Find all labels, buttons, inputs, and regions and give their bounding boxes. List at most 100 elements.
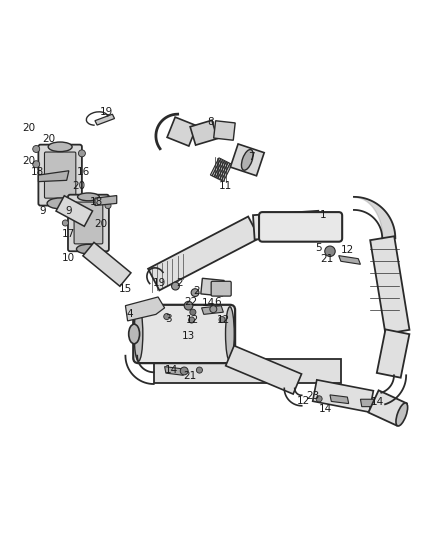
Polygon shape xyxy=(212,159,223,177)
Text: 20: 20 xyxy=(94,219,107,229)
Text: 14: 14 xyxy=(165,365,178,375)
Text: 2: 2 xyxy=(193,286,200,296)
Text: 13: 13 xyxy=(182,331,195,341)
Ellipse shape xyxy=(134,307,143,361)
Ellipse shape xyxy=(78,193,99,201)
Text: 12: 12 xyxy=(186,314,200,325)
Text: 21: 21 xyxy=(320,254,334,264)
Polygon shape xyxy=(165,367,184,375)
Circle shape xyxy=(33,146,40,152)
Ellipse shape xyxy=(396,403,408,426)
Text: 9: 9 xyxy=(66,206,72,216)
Text: 18: 18 xyxy=(90,197,103,207)
Polygon shape xyxy=(330,395,349,403)
Text: 4: 4 xyxy=(127,309,133,319)
Polygon shape xyxy=(148,216,259,290)
Text: 10: 10 xyxy=(62,253,75,263)
Text: 19: 19 xyxy=(152,278,166,288)
Circle shape xyxy=(196,367,202,373)
Text: 18: 18 xyxy=(31,167,44,176)
Text: 2: 2 xyxy=(177,278,183,288)
Polygon shape xyxy=(377,329,410,378)
Text: 11: 11 xyxy=(219,181,232,191)
FancyBboxPatch shape xyxy=(39,144,82,206)
Polygon shape xyxy=(368,390,407,425)
Text: 20: 20 xyxy=(42,134,56,144)
Ellipse shape xyxy=(48,142,72,151)
Polygon shape xyxy=(201,305,223,314)
Circle shape xyxy=(184,301,193,310)
FancyBboxPatch shape xyxy=(211,281,231,296)
Text: 6: 6 xyxy=(214,297,221,307)
Polygon shape xyxy=(214,121,235,140)
Text: 14: 14 xyxy=(201,298,215,309)
Text: 20: 20 xyxy=(22,123,35,133)
Circle shape xyxy=(191,289,199,296)
Ellipse shape xyxy=(47,198,73,209)
Text: 7: 7 xyxy=(248,152,255,162)
Polygon shape xyxy=(95,196,117,206)
Polygon shape xyxy=(154,359,341,383)
Polygon shape xyxy=(360,399,379,407)
Ellipse shape xyxy=(77,244,100,254)
Circle shape xyxy=(325,246,335,256)
Polygon shape xyxy=(370,236,410,334)
Circle shape xyxy=(105,203,111,208)
Ellipse shape xyxy=(226,307,234,361)
Text: 8: 8 xyxy=(207,117,214,127)
FancyBboxPatch shape xyxy=(133,305,235,363)
Circle shape xyxy=(370,399,378,407)
Text: 23: 23 xyxy=(306,391,319,401)
Polygon shape xyxy=(56,196,92,227)
Circle shape xyxy=(190,309,196,315)
Circle shape xyxy=(210,305,217,313)
Text: 5: 5 xyxy=(315,243,321,253)
FancyBboxPatch shape xyxy=(45,152,76,198)
Circle shape xyxy=(180,367,188,375)
Text: 1: 1 xyxy=(320,210,327,220)
Circle shape xyxy=(172,282,180,290)
Text: 12: 12 xyxy=(297,395,311,406)
Polygon shape xyxy=(253,211,320,239)
Text: 3: 3 xyxy=(166,314,172,324)
Polygon shape xyxy=(210,158,221,176)
Polygon shape xyxy=(230,144,264,176)
FancyBboxPatch shape xyxy=(259,212,342,241)
Text: 22: 22 xyxy=(184,297,198,307)
Circle shape xyxy=(62,200,68,206)
Text: 9: 9 xyxy=(39,206,46,216)
Polygon shape xyxy=(125,297,165,321)
Ellipse shape xyxy=(241,150,253,170)
Polygon shape xyxy=(218,161,228,180)
Text: 20: 20 xyxy=(22,156,35,166)
Text: 14: 14 xyxy=(319,404,332,414)
Polygon shape xyxy=(201,278,224,296)
Polygon shape xyxy=(190,120,217,145)
Circle shape xyxy=(164,313,170,320)
Text: 12: 12 xyxy=(217,314,230,325)
Polygon shape xyxy=(222,164,232,182)
Polygon shape xyxy=(220,163,230,181)
Text: 20: 20 xyxy=(72,181,85,191)
Circle shape xyxy=(62,220,68,226)
Text: 12: 12 xyxy=(341,245,354,255)
Text: 16: 16 xyxy=(77,167,90,176)
Polygon shape xyxy=(167,117,197,146)
Text: 19: 19 xyxy=(100,107,113,117)
Circle shape xyxy=(78,150,85,157)
Polygon shape xyxy=(339,256,360,264)
Polygon shape xyxy=(226,346,301,394)
Polygon shape xyxy=(83,243,131,286)
Text: 15: 15 xyxy=(119,284,132,294)
Circle shape xyxy=(33,161,40,168)
Circle shape xyxy=(316,396,322,402)
FancyBboxPatch shape xyxy=(74,202,103,244)
Circle shape xyxy=(219,317,225,322)
Polygon shape xyxy=(214,160,225,178)
Text: 21: 21 xyxy=(183,371,196,381)
Text: 17: 17 xyxy=(62,229,75,239)
Polygon shape xyxy=(39,171,69,182)
Ellipse shape xyxy=(129,324,140,344)
Circle shape xyxy=(188,317,194,323)
Polygon shape xyxy=(313,380,373,412)
